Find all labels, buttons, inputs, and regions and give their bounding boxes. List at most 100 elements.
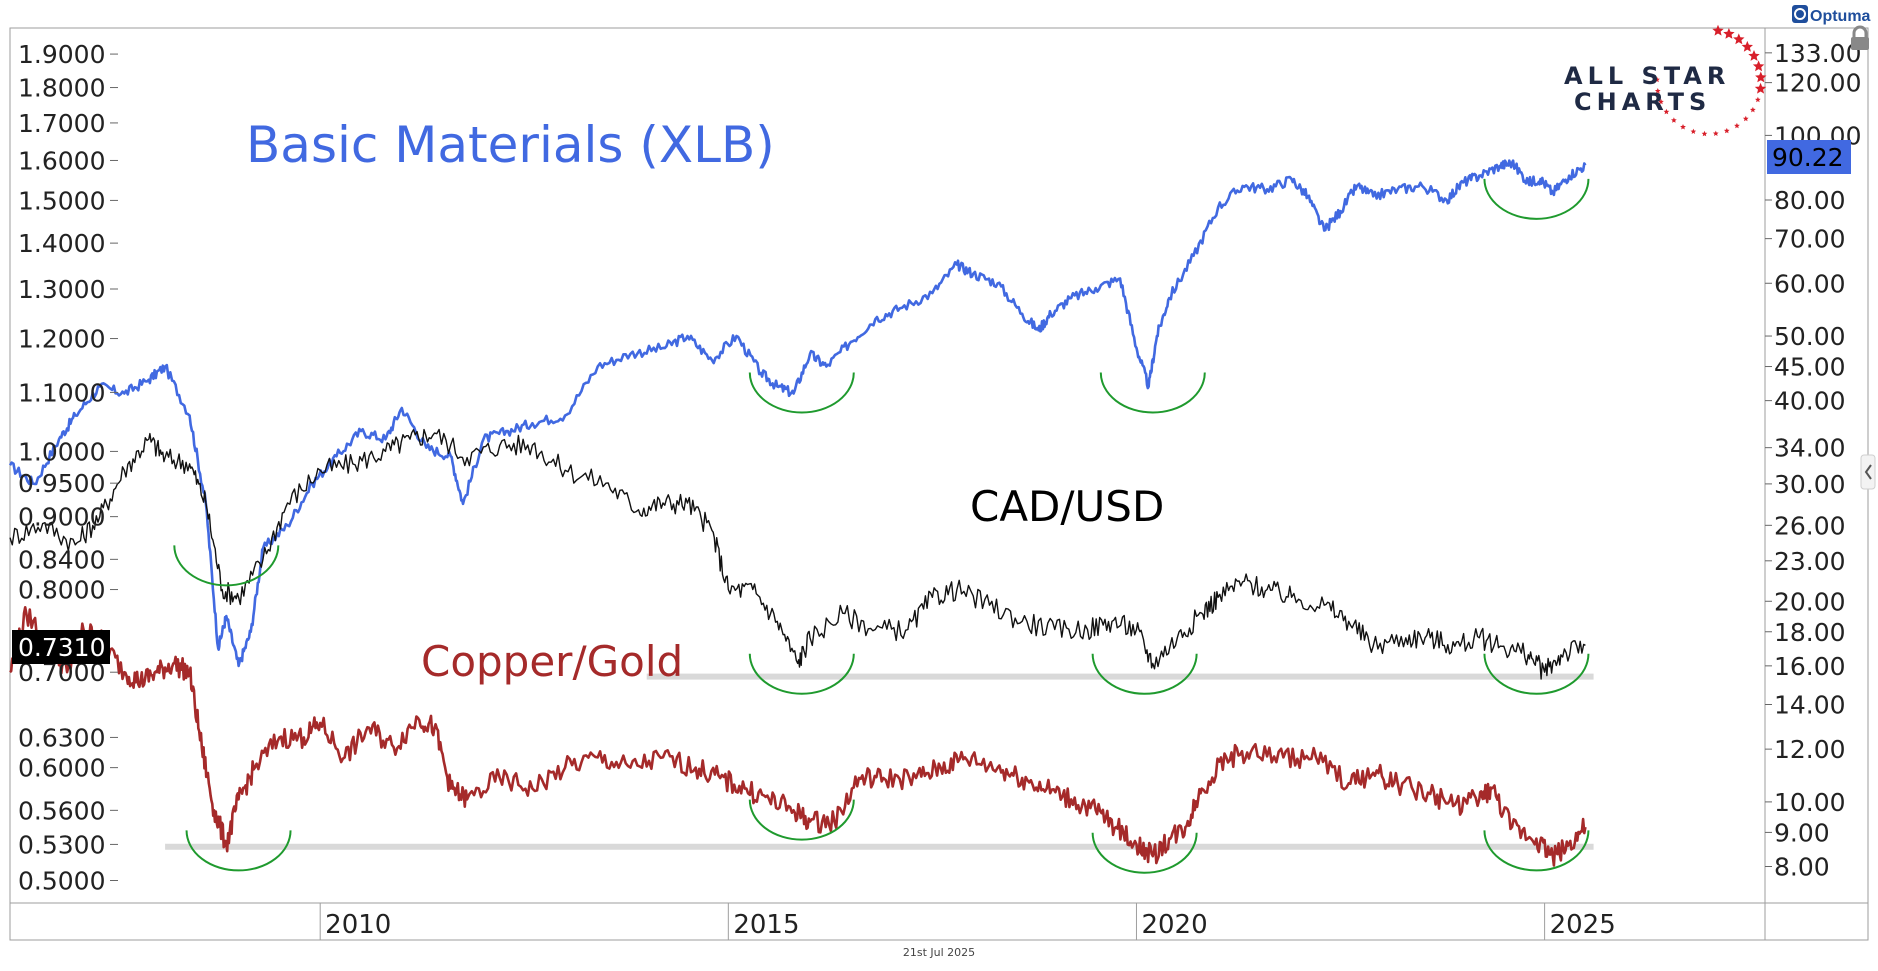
series-line-copper-gold	[9, 605, 1587, 867]
brand-star	[1748, 50, 1760, 61]
right-axis-tick-label: 40.00	[1774, 387, 1846, 416]
brand-star	[1752, 60, 1765, 72]
brand-star	[1754, 82, 1767, 94]
bottom-arc	[1483, 178, 1590, 220]
left-axis-tick-label: 1.2000	[18, 325, 105, 354]
brand-star	[1733, 33, 1745, 45]
bottom-arc	[1099, 372, 1206, 414]
x-axis-tick-label: 2020	[1141, 910, 1207, 940]
brand-star	[1654, 88, 1661, 94]
bottom-arc	[1483, 653, 1590, 695]
collapse-panel-button[interactable]	[1860, 454, 1876, 490]
cad-usd-last-value-badge	[12, 630, 110, 664]
left-axis-tick-label: 0.8400	[18, 545, 105, 574]
x-axis-tick-label: 2025	[1550, 910, 1616, 940]
optuma-logo-text: Optuma	[1810, 8, 1871, 25]
bottom-arc	[1483, 830, 1590, 872]
xlb-series-label: Basic Materials (XLB)	[246, 116, 775, 174]
chevron-left-icon	[1864, 464, 1872, 480]
left-axis-ticks: 1.9000 1.8000 1.7000 1.6000 1.5000 1.4000 1.30…	[18, 40, 118, 895]
right-axis-tick-label: 50.00	[1774, 322, 1846, 351]
bottom-arc	[185, 830, 292, 872]
left-axis-tick-label: 0.9500	[18, 469, 105, 498]
left-axis-tick-label: 0.9000	[18, 503, 105, 532]
brand-line-2: CHARTS	[1574, 88, 1711, 116]
right-axis-tick-label: 30.00	[1774, 470, 1846, 499]
brand-line-1: ALL STAR	[1564, 62, 1730, 90]
right-axis-tick-label: 9.00	[1774, 818, 1830, 847]
brand-star	[1742, 115, 1749, 122]
brand-star	[1734, 122, 1740, 129]
bottom-arcs	[173, 178, 1590, 874]
bottom-arc	[748, 653, 855, 695]
left-axis-tick-label: 0.6000	[18, 754, 105, 783]
brand-star	[1723, 28, 1735, 39]
cad-usd-last-value: 0.7310	[18, 633, 105, 662]
bottom-arc	[748, 372, 855, 414]
x-axis-ticks: 2010 2015 2020 2025	[319, 903, 1616, 940]
brand-star	[1741, 40, 1753, 52]
brand-star	[1712, 24, 1724, 36]
right-axis-tick-label: 16.00	[1774, 652, 1846, 681]
left-axis-tick-label: 1.0000	[18, 437, 105, 466]
x-axis-tick-label: 2015	[733, 910, 799, 940]
left-axis-tick-label: 1.8000	[18, 74, 105, 103]
xlb-last-value: 90.22	[1772, 143, 1844, 172]
xlb-last-value-badge	[1767, 140, 1851, 174]
brand-star	[1690, 128, 1697, 134]
support-lines	[165, 673, 1594, 850]
brand-star-ring	[1654, 24, 1767, 137]
left-axis-tick-label: 1.6000	[18, 146, 105, 175]
right-axis-tick-label: 70.00	[1774, 225, 1846, 254]
right-axis-tick-label: 120.00	[1774, 69, 1861, 98]
left-axis-tick-label: 0.5000	[18, 866, 105, 895]
right-axis-tick-label: 133.00	[1774, 39, 1861, 68]
right-axis-tick-label: 8.00	[1774, 852, 1830, 881]
copper-gold-series-label: Copper/Gold	[421, 637, 683, 686]
bottom-arc	[748, 799, 855, 841]
x-axis-tick-label: 2010	[325, 910, 391, 940]
brand-star	[1723, 127, 1730, 134]
right-axis-tick-label: 23.00	[1774, 547, 1846, 576]
right-axis-tick-label: 14.00	[1774, 691, 1846, 720]
brand-star	[1755, 71, 1767, 83]
brand-star	[1663, 108, 1670, 115]
brand-star	[1671, 117, 1677, 123]
bottom-arc	[173, 545, 280, 587]
left-axis-tick-label: 0.5300	[18, 830, 105, 859]
left-axis-tick-label: 1.4000	[18, 229, 105, 258]
series-line-basic-materials-xlb	[8, 159, 1587, 668]
right-axis-tick-label: 18.00	[1774, 618, 1846, 647]
brand-star	[1658, 98, 1664, 105]
lock-icon[interactable]	[1851, 25, 1869, 50]
optuma-logo: Optuma	[1792, 5, 1871, 25]
right-axis-tick-label: 10.00	[1774, 788, 1846, 817]
right-axis-ticks: 133.00120.00100.0080.0070.0060.0050.0045…	[1765, 39, 1861, 881]
right-axis-tick-label: 60.00	[1774, 269, 1846, 298]
left-axis-tick-label: 1.1000	[18, 378, 105, 407]
bottom-arc	[1091, 832, 1198, 874]
left-axis-tick-label: 0.8000	[18, 576, 105, 605]
brand-star	[1750, 106, 1756, 113]
brand-star	[1654, 76, 1660, 83]
left-axis-tick-label: 1.3000	[18, 275, 105, 304]
brand-star	[1712, 130, 1719, 136]
left-axis-tick-label: 1.5000	[18, 186, 105, 215]
right-axis-tick-label: 45.00	[1774, 353, 1846, 382]
cad-usd-series-label: CAD/USD	[970, 482, 1164, 531]
bottom-arc	[1091, 653, 1198, 695]
series-lines	[8, 159, 1587, 867]
left-axis-tick-label: 0.6300	[18, 723, 105, 752]
right-axis-tick-label: 12.00	[1774, 735, 1846, 764]
brand-star	[1680, 124, 1686, 130]
right-axis-tick-label: 80.00	[1774, 186, 1846, 215]
left-axis-tick-label: 1.7000	[18, 109, 105, 138]
all-star-charts-logo: ALL STAR CHARTS	[1564, 24, 1767, 137]
right-axis-tick-label: 34.00	[1774, 434, 1846, 463]
footer-date: 21st Jul 2025	[903, 946, 975, 959]
right-axis-tick-label: 26.00	[1774, 511, 1846, 540]
series-line-cad-usd	[9, 428, 1586, 680]
left-axis-tick-label: 1.9000	[18, 40, 105, 69]
brand-star	[1755, 96, 1761, 103]
